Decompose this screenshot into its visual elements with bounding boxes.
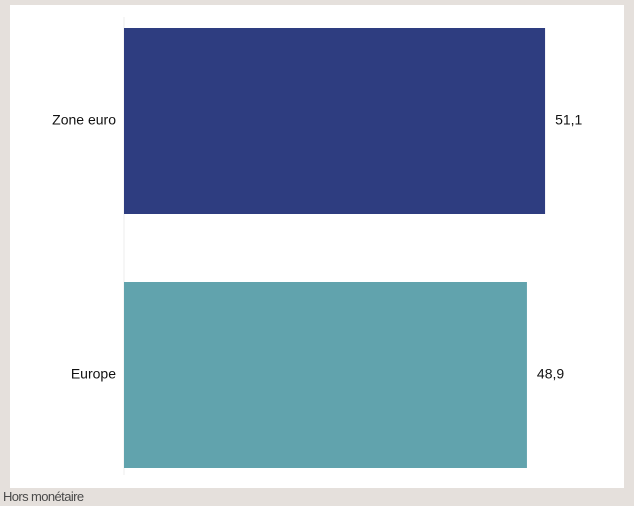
value-label-0: 51,1 bbox=[555, 112, 582, 128]
bar-1 bbox=[124, 282, 527, 468]
value-label-1: 48,9 bbox=[537, 366, 564, 382]
category-label-1: Europe bbox=[71, 366, 116, 382]
chart-panel: Zone euro 51,1 Europe 48,9 bbox=[10, 5, 624, 488]
caption: Hors monétaire bbox=[3, 489, 84, 504]
bar-0 bbox=[124, 28, 546, 214]
category-label-0: Zone euro bbox=[52, 112, 116, 128]
bar-chart: Zone euro 51,1 Europe 48,9 bbox=[52, 17, 583, 475]
bars-layer: Zone euro 51,1 Europe 48,9 bbox=[52, 28, 583, 468]
